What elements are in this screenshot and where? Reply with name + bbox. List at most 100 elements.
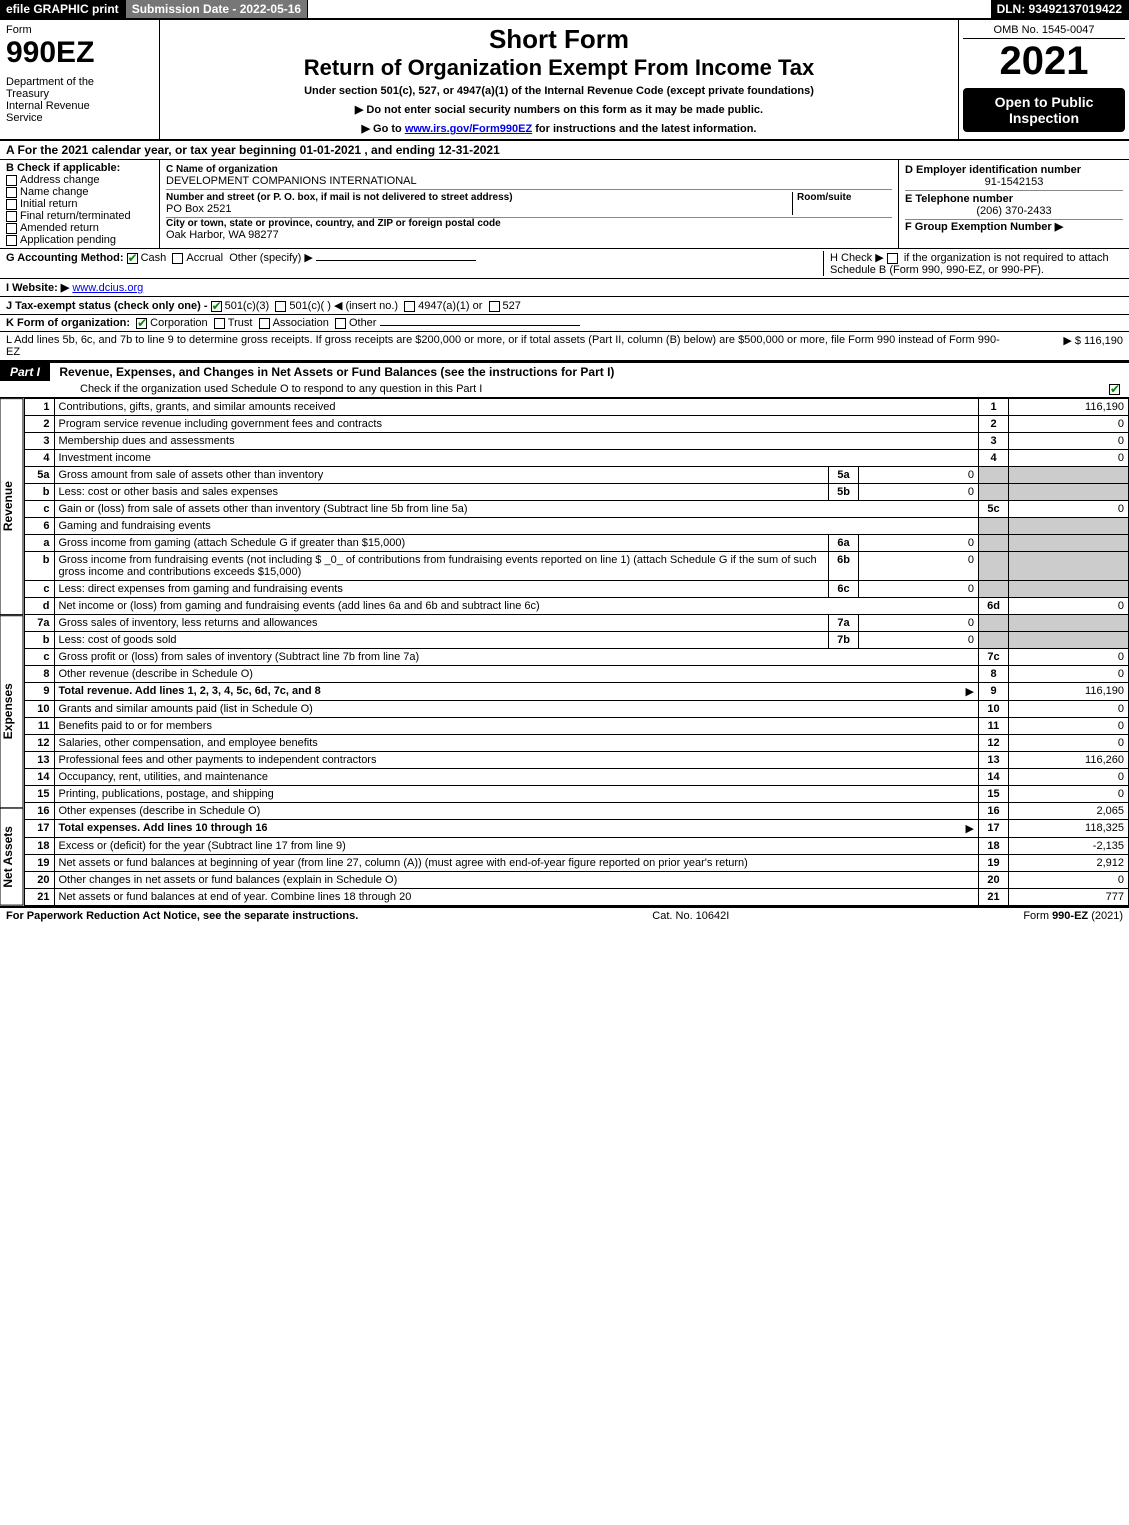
line-7c-val: 0	[1009, 649, 1129, 666]
side-labels: Revenue Expenses Net Assets	[0, 398, 24, 906]
part-1-check-text: Check if the organization used Schedule …	[80, 383, 482, 395]
chk-final-return[interactable]: Final return/terminated	[6, 210, 153, 222]
chk-schedO-part1[interactable]	[1109, 384, 1120, 395]
footer-cat: Cat. No. 10642I	[652, 910, 729, 922]
line-9-val: 116,190	[1009, 683, 1129, 701]
chk-address-change-label: Address change	[20, 174, 100, 186]
line-J: J Tax-exempt status (check only one) - 5…	[0, 297, 1129, 315]
chk-other[interactable]	[335, 318, 346, 329]
G-label: G Accounting Method:	[6, 252, 124, 264]
line-6d-val: 0	[1009, 598, 1129, 615]
line-5a-desc: Gross amount from sale of assets other t…	[59, 469, 324, 481]
H-block: H Check ▶ if the organization is not req…	[823, 251, 1123, 276]
line-9-desc: Total revenue. Add lines 1, 2, 3, 4, 5c,…	[59, 685, 321, 697]
line-18-num: 18	[979, 838, 1009, 855]
E-label: E Telephone number	[905, 193, 1123, 205]
line-16-val: 2,065	[1009, 803, 1129, 820]
line-14-val: 0	[1009, 769, 1129, 786]
line-6d: dNet income or (loss) from gaming and fu…	[24, 598, 1129, 615]
line-7b-desc: Less: cost of goods sold	[59, 634, 177, 646]
C-street-label: Number and street (or P. O. box, if mail…	[166, 192, 792, 203]
line-12-num: 12	[979, 735, 1009, 752]
website-link[interactable]: www.dcius.org	[72, 282, 143, 294]
line-6a-desc: Gross income from gaming (attach Schedul…	[59, 537, 406, 549]
line-6a-sublab: 6a	[829, 535, 859, 552]
line-7b-subval: 0	[859, 632, 979, 649]
line-7a: 7a Gross sales of inventory, less returns…	[24, 615, 1129, 632]
line-5b: bLess: cost or other basis and sales exp…	[24, 484, 1129, 501]
lines-table: 1Contributions, gifts, grants, and simil…	[24, 398, 1129, 906]
line-2: 2Program service revenue including gover…	[24, 416, 1129, 433]
instr-nossn: ▶ Do not enter social security numbers o…	[164, 103, 954, 116]
part-1-header: Part I Revenue, Expenses, and Changes in…	[0, 361, 1129, 398]
chk-association[interactable]	[259, 318, 270, 329]
side-revenue: Revenue	[0, 398, 24, 615]
J-label: J Tax-exempt status (check only one) -	[6, 300, 211, 312]
chk-application-pending[interactable]: Application pending	[6, 234, 153, 246]
form-word: Form	[6, 24, 153, 36]
G-other-label: Other (specify) ▶	[229, 252, 313, 264]
chk-corporation[interactable]	[136, 318, 147, 329]
L-text: L Add lines 5b, 6c, and 7b to line 9 to …	[6, 334, 1003, 358]
line-15-num: 15	[979, 786, 1009, 803]
line-8-desc: Other revenue (describe in Schedule O)	[59, 668, 253, 680]
line-20-val: 0	[1009, 872, 1129, 889]
line-10-num: 10	[979, 701, 1009, 718]
line-3-val: 0	[1009, 433, 1129, 450]
line-15: 15Printing, publications, postage, and s…	[24, 786, 1129, 803]
dln: DLN: 93492137019422	[991, 0, 1129, 18]
line-7a-desc: Gross sales of inventory, less returns a…	[59, 617, 318, 629]
submission-date: Submission Date - 2022-05-16	[126, 0, 308, 18]
line-1-num: 1	[979, 399, 1009, 416]
line-3-desc: Membership dues and assessments	[59, 435, 235, 447]
omb-number: OMB No. 1545-0047	[963, 24, 1125, 39]
chk-name-change[interactable]: Name change	[6, 186, 153, 198]
line-7c-desc: Gross profit or (loss) from sales of inv…	[59, 651, 420, 663]
part-1-title: Revenue, Expenses, and Changes in Net As…	[53, 363, 620, 381]
short-form-title: Short Form	[164, 24, 954, 55]
line-4: 4Investment income40	[24, 450, 1129, 467]
header-title-block: Short Form Return of Organization Exempt…	[160, 20, 959, 139]
chk-amended[interactable]: Amended return	[6, 222, 153, 234]
chk-accrual[interactable]	[172, 253, 183, 264]
chk-initial-return[interactable]: Initial return	[6, 198, 153, 210]
form-number-block: Form 990EZ Department of theTreasuryInte…	[0, 20, 160, 139]
dept-label: Department of theTreasuryInternal Revenu…	[6, 76, 153, 124]
line-6b: bGross income from fundraising events (n…	[24, 552, 1129, 581]
chk-trust-label: Trust	[228, 317, 253, 329]
line-14: 14Occupancy, rent, utilities, and mainte…	[24, 769, 1129, 786]
line-3: 3Membership dues and assessments30	[24, 433, 1129, 450]
chk-527[interactable]	[489, 301, 500, 312]
chk-4947[interactable]	[404, 301, 415, 312]
line-7a-subval: 0	[859, 615, 979, 632]
L-value: ▶ $ 116,190	[1003, 334, 1123, 358]
line-7b: bLess: cost of goods sold7b0	[24, 632, 1129, 649]
footer-left: For Paperwork Reduction Act Notice, see …	[6, 910, 358, 922]
line-5c-desc: Gain or (loss) from sale of assets other…	[59, 503, 468, 515]
chk-501c3[interactable]	[211, 301, 222, 312]
open-to-public: Open to Public Inspection	[963, 88, 1125, 132]
line-2-num: 2	[979, 416, 1009, 433]
line-4-num: 4	[979, 450, 1009, 467]
chk-cash[interactable]	[127, 253, 138, 264]
line-19-val: 2,912	[1009, 855, 1129, 872]
line-18-desc: Excess or (deficit) for the year (Subtra…	[59, 840, 346, 852]
line-7c-num: 7c	[979, 649, 1009, 666]
line-13-val: 116,260	[1009, 752, 1129, 769]
line-16-num: 16	[979, 803, 1009, 820]
B-title: B Check if applicable:	[6, 162, 153, 174]
chk-501c[interactable]	[275, 301, 286, 312]
line-7a-sublab: 7a	[829, 615, 859, 632]
chk-application-pending-label: Application pending	[20, 234, 116, 246]
chk-H[interactable]	[887, 253, 898, 264]
line-6d-num: 6d	[979, 598, 1009, 615]
topbar: efile GRAPHIC print Submission Date - 20…	[0, 0, 1129, 20]
line-1: 1Contributions, gifts, grants, and simil…	[24, 399, 1129, 416]
irs-link[interactable]: www.irs.gov/Form990EZ	[405, 123, 532, 135]
chk-trust[interactable]	[214, 318, 225, 329]
line-6b-sublab: 6b	[829, 552, 859, 581]
chk-address-change[interactable]: Address change	[6, 174, 153, 186]
efile-link[interactable]: efile GRAPHIC print	[0, 0, 126, 18]
line-3-num: 3	[979, 433, 1009, 450]
line-14-num: 14	[979, 769, 1009, 786]
